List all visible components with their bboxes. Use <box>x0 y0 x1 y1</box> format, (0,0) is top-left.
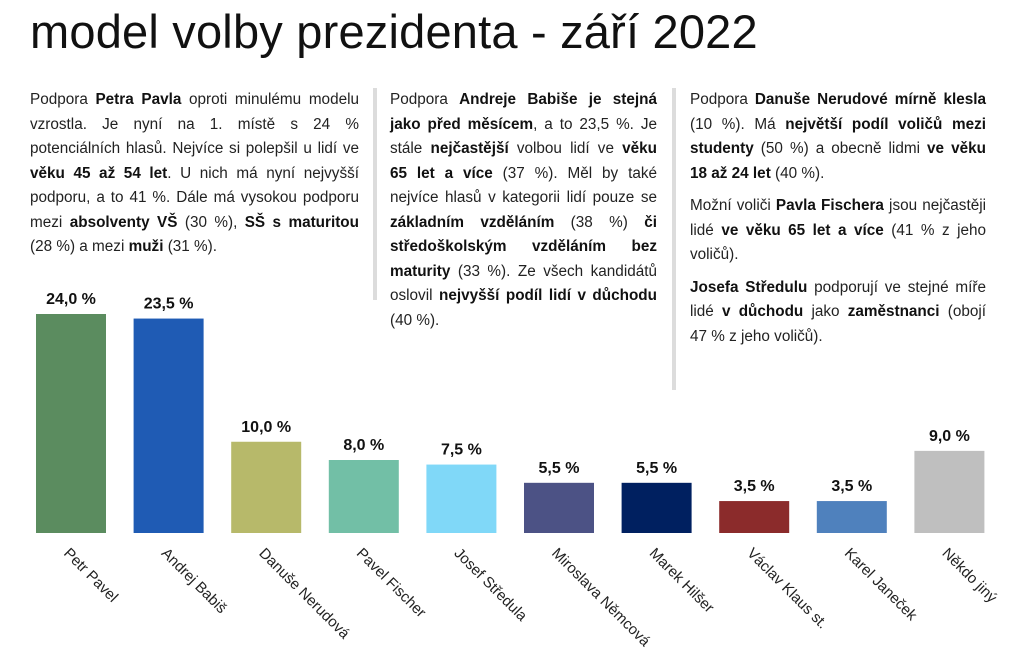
bar-10 <box>914 450 985 533</box>
commentary-text: Podpora <box>390 91 460 108</box>
data-label: 10,0 % <box>241 419 291 436</box>
commentary-babis: Podpora Andreje Babiše je stejná jako př… <box>390 88 657 341</box>
commentary-highlight: SŠ s maturitou <box>244 213 359 231</box>
column-divider <box>373 88 377 300</box>
commentary-text: (41 % z jeho voličů). <box>690 221 987 264</box>
commentary-highlight: ve věku 65 let a více <box>721 221 884 239</box>
commentary-highlight: věku 65 let a více <box>390 140 657 182</box>
commentary-highlight: největší podíl voličů mezi studenty <box>690 115 986 158</box>
category-label: Petr Pavel <box>60 545 121 606</box>
commentary-text: (28 %) a mezi <box>30 238 129 255</box>
category-label: Josef Středula <box>451 545 531 625</box>
commentary-highlight: ve věku 18 až 24 let <box>690 140 986 182</box>
commentary-highlight: Pavla Fischera <box>775 197 884 214</box>
bar-2 <box>133 318 204 533</box>
commentary-text: (obojí 47 % z jeho voličů). <box>690 303 986 345</box>
data-label: 3,5 % <box>734 478 775 495</box>
commentary-text: oproti minulému modelu vzrostla. Je nyní… <box>30 91 359 157</box>
commentary-text: . U nich má nyní nejvyšší podporu, a to … <box>30 164 359 231</box>
commentary-text: (33 %). Ze všech kandidátů oslovil <box>390 262 657 305</box>
commentary-text: (50 %) a obecně lidmi <box>753 140 928 157</box>
data-label: 7,5 % <box>441 442 482 459</box>
category-label: Marek Hilšer <box>646 545 718 617</box>
commentary-highlight: základním vzděláním <box>390 213 555 231</box>
data-label: 5,5 % <box>636 460 677 477</box>
commentary-highlight: Danuše Nerudové mírně klesla <box>754 91 986 108</box>
data-label: 9,0 % <box>929 428 970 445</box>
bar-5 <box>426 464 497 533</box>
commentary-highlight: věku 45 až 54 let <box>30 164 168 182</box>
bar-8 <box>719 501 790 533</box>
commentary-text: podporují ve stejné míře lidé <box>690 278 986 321</box>
data-label: 3,5 % <box>831 478 872 495</box>
commentary-paragraph: Podpora Andreje Babiše je stejná jako př… <box>390 88 657 333</box>
commentary-highlight: Josefa Středulu <box>690 278 808 296</box>
commentary-text: jako <box>803 303 848 320</box>
category-label: Danuše Nerudová <box>255 545 353 643</box>
commentary-highlight: či středoškolským vzděláním bez maturity <box>390 213 657 280</box>
commentary-highlight: Andreje Babiše je stejná jako před měsíc… <box>390 91 657 133</box>
commentary-text: (40 %). <box>770 164 825 182</box>
commentary-highlight: nejčastější <box>430 140 509 157</box>
commentary-text: , a to 23,5 %. Je stále <box>390 115 657 158</box>
commentary-nerudova-fischer-stredula: Podpora Danuše Nerudové mírně klesla (10… <box>690 88 986 357</box>
commentary-text: Podpora <box>30 91 96 108</box>
commentary-highlight: absolventy VŠ <box>69 213 178 231</box>
category-label: Miroslava Němcová <box>548 545 654 651</box>
category-label: Karel Janeček <box>841 545 921 625</box>
commentary-highlight: nejvyšší podíl lidí v důchodu <box>439 287 657 304</box>
commentary-text: (37 %). Měl by také nejvíce hlasů v kate… <box>390 164 657 207</box>
commentary-text: (40 %). <box>390 311 440 329</box>
bar-6 <box>524 482 594 533</box>
category-label: Pavel Fischer <box>353 545 429 621</box>
commentary-highlight: muži <box>128 238 164 255</box>
data-label: 5,5 % <box>539 460 580 477</box>
commentary-text: (30 %), <box>177 213 245 231</box>
data-label: 24,0 % <box>46 291 96 308</box>
column-divider <box>672 88 676 390</box>
category-label: Někdo jiný <box>939 545 1001 607</box>
commentary-highlight: zaměstnanci <box>847 303 940 320</box>
bar-7 <box>621 482 692 533</box>
commentary-text: Možní voliči <box>690 197 776 214</box>
category-label: Andrej Babiš <box>158 545 230 617</box>
commentary-paragraph: Podpora Danuše Nerudové mírně klesla (10… <box>690 88 986 186</box>
commentary-text: (10 %). Má <box>690 115 786 133</box>
commentary-text: (31 %). <box>163 238 218 255</box>
data-label: 23,5 % <box>144 296 194 313</box>
bar-3 <box>231 441 302 533</box>
commentary-text: Podpora <box>690 91 755 108</box>
data-label: 8,0 % <box>343 437 384 454</box>
commentary-pavel: Podpora Petra Pavla oproti minulému mode… <box>30 88 359 268</box>
commentary-text: volbou lidí ve <box>508 140 623 157</box>
commentary-paragraph: Možní voliči Pavla Fischera jsou nejčast… <box>690 194 986 268</box>
commentary-highlight: Petra Pavla <box>95 91 182 108</box>
bar-4 <box>328 460 399 533</box>
page-title: model volby prezidenta - září 2022 <box>30 5 758 58</box>
commentary-text: (38 %) <box>554 213 645 231</box>
commentary-text: jsou nejčastěji lidé <box>690 197 986 239</box>
commentary-paragraph: Podpora Petra Pavla oproti minulému mode… <box>30 88 359 260</box>
commentary-paragraph: Josefa Středulu podporují ve stejné míře… <box>690 276 986 350</box>
category-label: Václav Klaus st. <box>743 545 830 632</box>
bar-9 <box>816 501 887 533</box>
bar-1 <box>36 314 106 533</box>
commentary-highlight: v důchodu <box>722 303 804 320</box>
